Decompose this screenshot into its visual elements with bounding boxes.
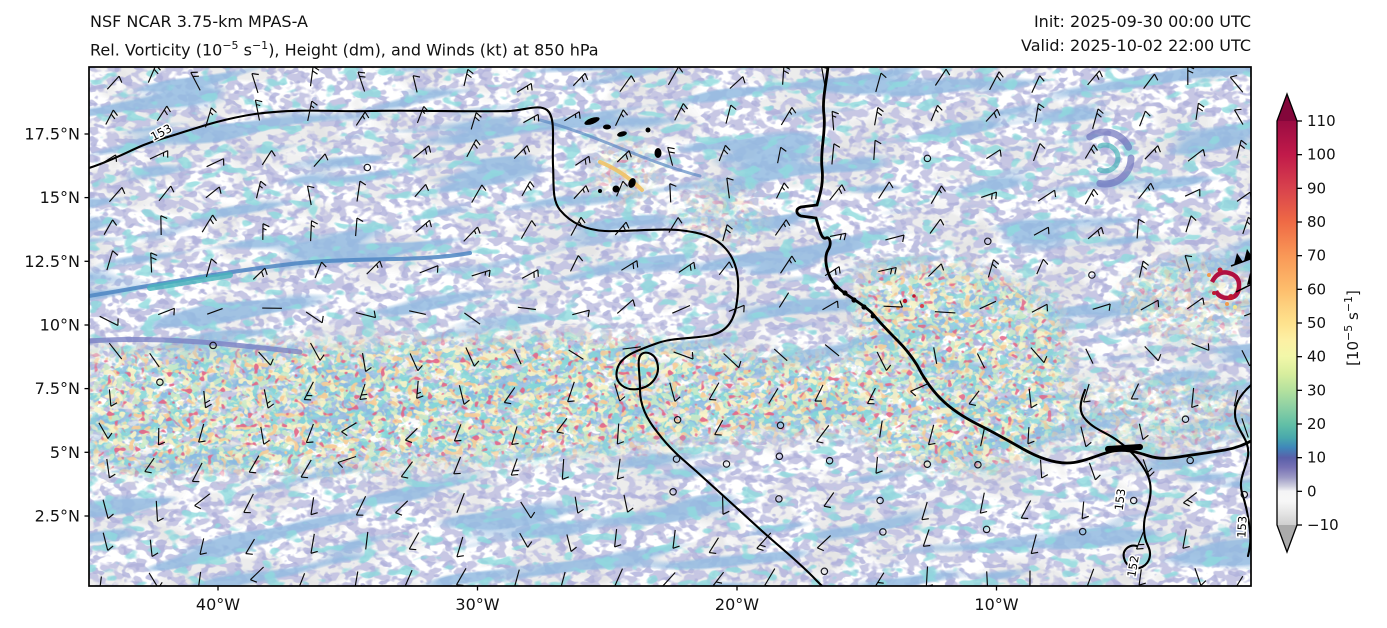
barb-feathers — [107, 67, 1251, 586]
lat-tick-label: 2.5°N — [35, 507, 80, 526]
lat-axis: 17.5°N 15°N 12.5°N 10°N 7.5°N 5°N 2.5°N — [24, 125, 89, 526]
calm-wind-circle — [776, 421, 785, 430]
calm-wind-circle — [1088, 271, 1096, 279]
calm-wind-circle — [673, 416, 682, 424]
itcz-vorticity-band — [89, 67, 1251, 586]
calm-wind-circle — [1078, 527, 1087, 536]
lat-tick-label: 12.5°N — [24, 252, 80, 271]
calm-wind-circle — [923, 460, 932, 468]
lat-tick-label: 15°N — [40, 188, 80, 207]
colorbar-tick-label: 60 — [1307, 280, 1326, 298]
calm-wind-circle — [820, 567, 829, 576]
colorbar-under-arrow — [1277, 525, 1297, 552]
vorticity-filaments — [89, 118, 1135, 355]
colorbar-gradient — [1277, 121, 1297, 525]
colorbar-over-arrow — [1277, 94, 1297, 121]
plot-border — [88, 66, 1252, 587]
contour-label: 152 — [1124, 554, 1142, 578]
calm-wind-circle — [923, 154, 932, 163]
calm-wind-circle — [672, 455, 681, 463]
vortex-barb-flags — [1234, 249, 1251, 285]
colorbar-tick-label: 20 — [1307, 415, 1326, 433]
colorbar-tick-label: 40 — [1307, 348, 1326, 366]
contour-label: 153 — [1112, 488, 1129, 511]
title-block: NSF NCAR 3.75-km MPAS-A Rel. Vorticity (… — [90, 10, 599, 62]
lon-tick-label: 20°W — [715, 595, 759, 614]
calm-wind-circle — [1129, 496, 1138, 505]
calm-wind-circle — [974, 460, 982, 469]
calm-wind-circle — [984, 237, 992, 246]
calm-wind-circle — [209, 341, 217, 350]
calm-wind-circle — [825, 456, 834, 465]
colorbar-tick-label: 110 — [1307, 112, 1336, 130]
islands — [584, 117, 876, 319]
colorbar-tick-label: 80 — [1307, 213, 1326, 231]
wind-barbs — [98, 67, 1251, 586]
calm-wind-circle — [879, 528, 887, 536]
vortex-feature — [896, 267, 1242, 310]
coastline — [795, 67, 1251, 465]
calm-wind-circle — [775, 452, 784, 461]
colorbar-tick-label: 0 — [1307, 482, 1317, 500]
calm-wind-circle — [363, 163, 372, 172]
valid-time: Valid: 2025-10-02 22:00 UTC — [1020, 36, 1251, 55]
lon-tick-label: 30°W — [455, 595, 499, 614]
calm-wind-circle — [669, 488, 677, 496]
calm-wind-circle — [1240, 490, 1249, 499]
colorbar-tick-label: 10 — [1307, 449, 1326, 467]
colorbar-tick-label: 100 — [1307, 146, 1336, 164]
barb-staffs — [98, 67, 1251, 586]
calm-wind-circle — [982, 525, 991, 534]
calm-wind-circle — [876, 496, 884, 505]
lon-tick-label: 10°W — [974, 595, 1018, 614]
lat-tick-label: 5°N — [50, 443, 80, 462]
calm-wind-circle — [156, 378, 164, 386]
colorbar-tick-label: 50 — [1307, 314, 1326, 332]
init-time: Init: 2025-09-30 00:00 UTC — [1033, 12, 1251, 31]
colorbar-tick-label: −10 — [1307, 516, 1339, 534]
calm-wind-circle — [722, 460, 731, 468]
contour-label: 153 — [1234, 515, 1249, 538]
calm-wind-circle — [1181, 415, 1190, 423]
lat-tick-label: 7.5°N — [35, 379, 80, 398]
lon-tick-label: 40°W — [196, 595, 240, 614]
colorbar-tick-label: 90 — [1307, 179, 1326, 197]
colorbar-unit-label: [10−5 s−1] — [1342, 290, 1362, 366]
colorbar-tick-label: 30 — [1307, 381, 1326, 399]
page-title: NSF NCAR 3.75-km MPAS-A — [90, 12, 308, 31]
lat-tick-label: 17.5°N — [24, 125, 80, 144]
colorbar-tick-label: 70 — [1307, 247, 1326, 265]
lon-axis: 40°W 30°W 20°W 10°W — [196, 586, 1019, 614]
calm-wind-circle — [1186, 456, 1194, 465]
calm-wind-circle — [775, 495, 783, 503]
time-block: Init: 2025-09-30 00:00 UTC Valid: 2025-1… — [1021, 10, 1251, 58]
subtitle: Rel. Vorticity (10−5 s−1), Height (dm), … — [90, 39, 599, 60]
lat-tick-label: 10°N — [40, 316, 80, 335]
